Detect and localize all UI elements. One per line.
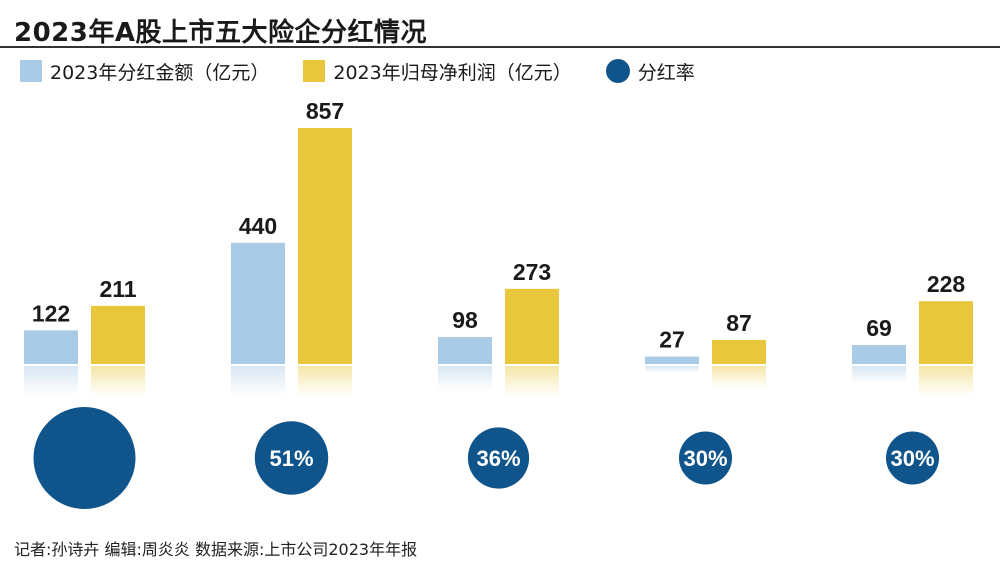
dividend-bar-reflection [852,366,906,384]
profit-bar [919,301,973,364]
payout-rate-label: 30% [890,446,934,471]
dividend-bar [231,242,285,364]
profit-value-label: 273 [513,259,551,285]
dividend-bar-reflection [438,366,492,391]
profit-value-label: 228 [927,271,966,297]
profit-bar [298,127,352,364]
profit-bar-reflection [712,366,766,388]
dividend-bar-reflection [645,366,699,373]
profit-bar-reflection [298,366,352,397]
payout-rate-circle [678,431,733,485]
legend-item-dividend: 2023年分红金额（亿元） [20,58,269,85]
profit-value-label: 211 [99,276,136,302]
legend-label-profit: 2023年归母净利润（亿元） [333,61,572,84]
payout-rate-label: 36% [476,446,520,471]
legend-swatch-dividend [20,60,42,82]
legend: 2023年分红金额（亿元） 2023年归母净利润（亿元） 分红率 [20,58,729,84]
dividend-bar [438,337,492,364]
profit-bar-reflection [91,366,145,397]
profit-value-label: 87 [726,310,752,336]
bars-group: 122 211 440 857 98 273 27 87 69 228 [24,98,973,397]
profit-bar [91,305,145,364]
footer-credits: 记者:孙诗卉 编辑:周炎炎 数据来源:上市公司2023年年报 [14,540,418,559]
legend-item-rate: 分红率 [605,58,695,85]
dividend-value-label: 440 [239,213,277,239]
legend-label-rate: 分红率 [637,61,695,84]
dividend-value-label: 27 [659,327,685,353]
dividend-bar [24,330,78,364]
dividend-bar [852,344,906,364]
profit-bar [505,288,559,364]
dividend-bar-reflection [24,366,78,397]
legend-item-profit: 2023年归母净利润（亿元） [303,58,572,85]
title-divider [0,46,1000,48]
dividend-bar [645,356,699,364]
profit-bar [712,340,766,364]
legend-label-dividend: 2023年分红金额（亿元） [50,61,270,84]
dividend-value-label: 122 [32,300,70,326]
profit-value-label: 857 [306,98,344,124]
payout-rate-circle [33,407,136,509]
profit-bar-reflection [919,366,973,397]
chart-title: 2023年A股上市五大险企分红情况 [14,18,427,48]
profit-bar-reflection [505,366,559,397]
payout-rate-label: 51% [269,446,313,471]
dividend-value-label: 69 [866,315,892,341]
payout-rate-circle [467,427,530,489]
payout-rate-circle [885,431,940,485]
payout-rate-label: 30% [683,446,727,471]
payout-circles-group: 51% 36% 30% 30% [33,407,940,509]
dividend-bar-reflection [231,366,285,397]
legend-swatch-profit [303,60,326,82]
legend-swatch-rate [605,59,630,83]
dividend-value-label: 98 [452,307,478,333]
payout-rate-circle [254,421,329,495]
